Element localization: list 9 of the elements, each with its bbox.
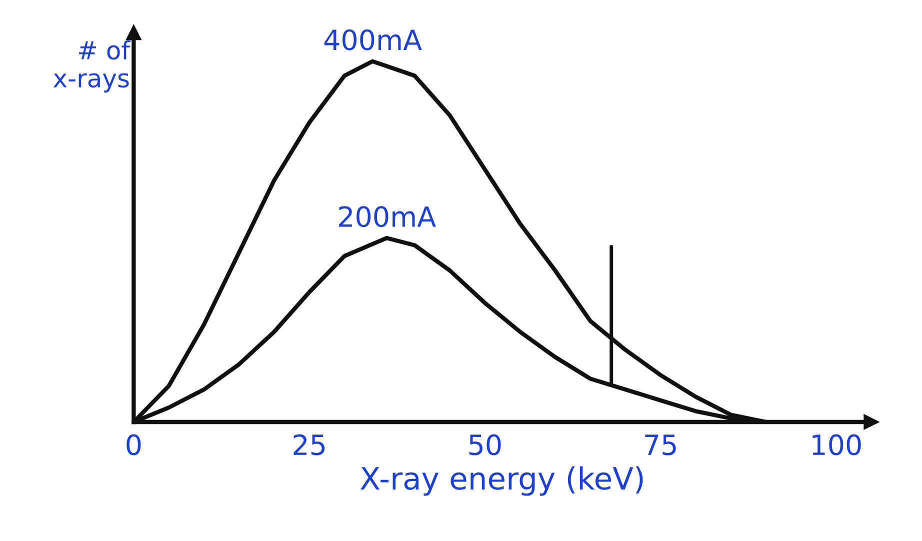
series-label: 400mA	[324, 29, 422, 50]
x-tick-label: 25	[294, 434, 325, 456]
x-tick-label: 100	[812, 434, 861, 456]
x-axis-title: X-ray energy (keV)	[360, 466, 643, 496]
series-label: 200mA	[339, 206, 436, 228]
x-tick-label: 75	[645, 434, 676, 456]
x-tick-label: 50	[469, 434, 501, 456]
y-axis-title: # of x-rays	[53, 40, 130, 92]
x-tick-label: 0	[126, 434, 141, 456]
